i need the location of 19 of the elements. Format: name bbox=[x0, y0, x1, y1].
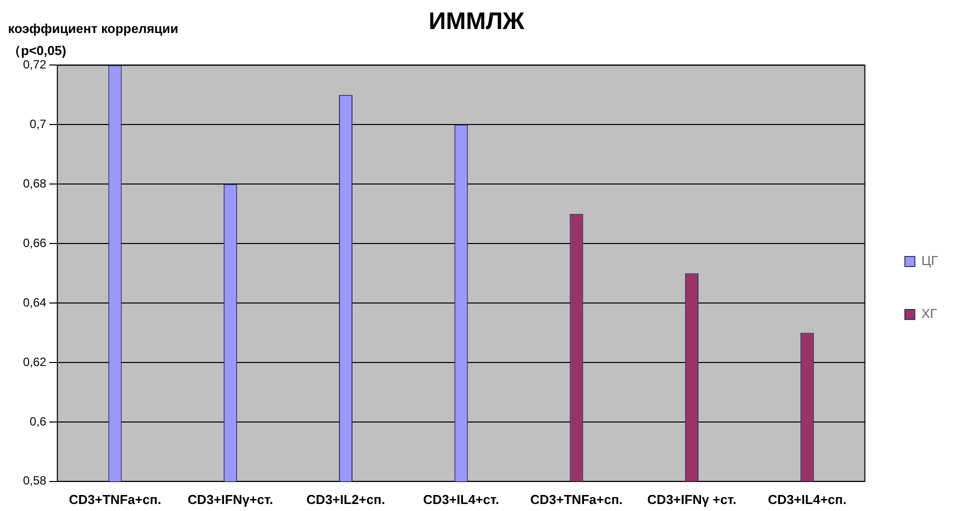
y-tick-label: 0,62 bbox=[22, 354, 47, 369]
legend-label: ХГ bbox=[921, 306, 938, 322]
y-tick-label: 0,72 bbox=[22, 58, 47, 72]
chart-title: ИММЛЖ bbox=[428, 8, 524, 35]
x-tick-label: CD3+IFNγ +ст. bbox=[647, 492, 736, 507]
y-tick-label: 0,68 bbox=[22, 176, 47, 190]
x-tick-label: CD3+TNFa+сп. bbox=[68, 492, 162, 507]
y-tick-label: 0,7 bbox=[30, 116, 47, 131]
y-tick-label: 0,58 bbox=[22, 474, 47, 488]
legend-label: ЦГ bbox=[921, 253, 938, 268]
x-tick-label: CD3+IL4+ст. bbox=[423, 492, 500, 507]
y-tick-label: 0,64 bbox=[22, 295, 47, 310]
x-tick-label: CD3+IL4+сп. bbox=[768, 492, 846, 507]
y-axis-title: коэффициент корреляции（p<0,05) bbox=[8, 20, 180, 60]
x-tick-label: CD3+TNFa+сп. bbox=[530, 492, 623, 507]
x-tick-label: CD3+IFNγ+ст. bbox=[188, 492, 274, 507]
x-tick-label: CD3+IL2+сп. bbox=[306, 492, 386, 507]
y-tick-label: 0,66 bbox=[22, 236, 47, 250]
y-tick-label: 0,6 bbox=[30, 414, 47, 428]
